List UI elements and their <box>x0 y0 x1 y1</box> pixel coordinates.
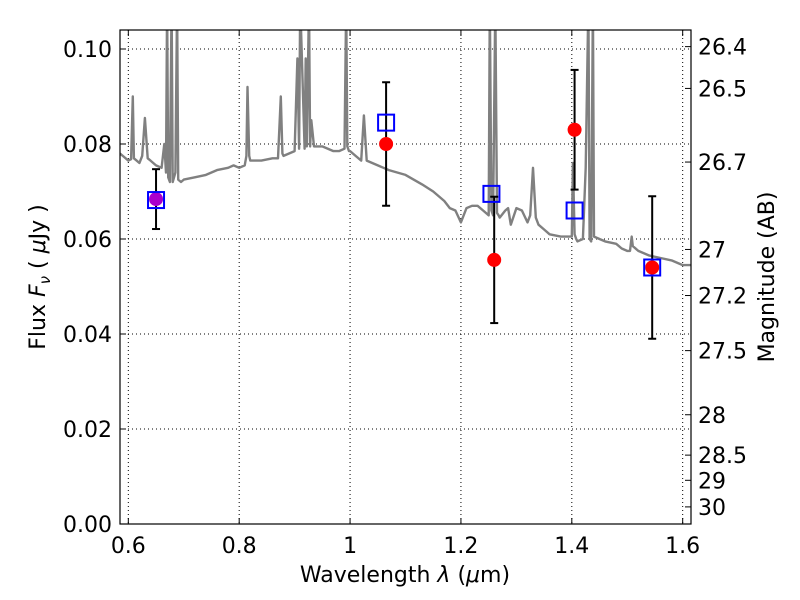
data-point <box>149 192 164 207</box>
y-tick-label: 0.04 <box>63 323 112 348</box>
y-tick-label: 0.06 <box>63 228 112 253</box>
y-tick-label: 0.00 <box>63 513 112 538</box>
grid-layer <box>120 30 691 525</box>
y2-tick-label: 27.2 <box>698 285 747 310</box>
y2-tick-label: 26.4 <box>698 36 747 61</box>
y-tick-label: 0.10 <box>63 38 112 63</box>
y2-tick-label: 29 <box>698 469 726 494</box>
y2-tick-label: 28 <box>698 404 726 429</box>
tick-layer: 0.6 0.8 1 1.2 1.4 1.6 0.00 0.02 0.04 0.06 0.08 0.10… <box>63 30 747 559</box>
y-tick-label: 0.08 <box>63 133 112 158</box>
x-tick-label: 1.4 <box>554 534 589 559</box>
model-spectrum-line <box>120 30 691 267</box>
y2-tick-label: 27 <box>698 238 726 263</box>
model-photometry-square <box>565 201 584 220</box>
y2-tick-label: 26.7 <box>698 151 747 176</box>
y2-tick-label: 28.5 <box>698 444 747 469</box>
data-point <box>567 122 582 137</box>
y2-axis-label: Magnitude (AB) <box>755 192 780 363</box>
model-photometry-square <box>147 191 166 210</box>
y2-tick-label: 27.5 <box>698 340 747 365</box>
marker-layer <box>147 68 662 340</box>
plot-frame <box>119 29 692 525</box>
x-axis-label: Wavelength λ (μm) <box>300 563 510 588</box>
x-tick-label: 1.2 <box>443 534 478 559</box>
model-photometry-square <box>482 184 501 203</box>
data-point <box>487 252 502 267</box>
x-tick-label: 1 <box>343 534 357 559</box>
curve-layer <box>120 30 691 267</box>
x-tick-label: 0.6 <box>111 534 146 559</box>
x-tick-label: 1.6 <box>665 534 700 559</box>
y-axis-label: Flux Fν ( μJy ) <box>26 204 54 349</box>
y-tick-label: 0.02 <box>63 418 112 443</box>
model-photometry-square <box>377 113 396 132</box>
x-tick-label: 0.8 <box>222 534 257 559</box>
data-point <box>379 137 394 151</box>
data-point <box>645 260 660 275</box>
y2-tick-label: 26.5 <box>698 77 747 102</box>
model-photometry-square <box>643 258 662 277</box>
y2-tick-label: 30 <box>698 496 726 521</box>
